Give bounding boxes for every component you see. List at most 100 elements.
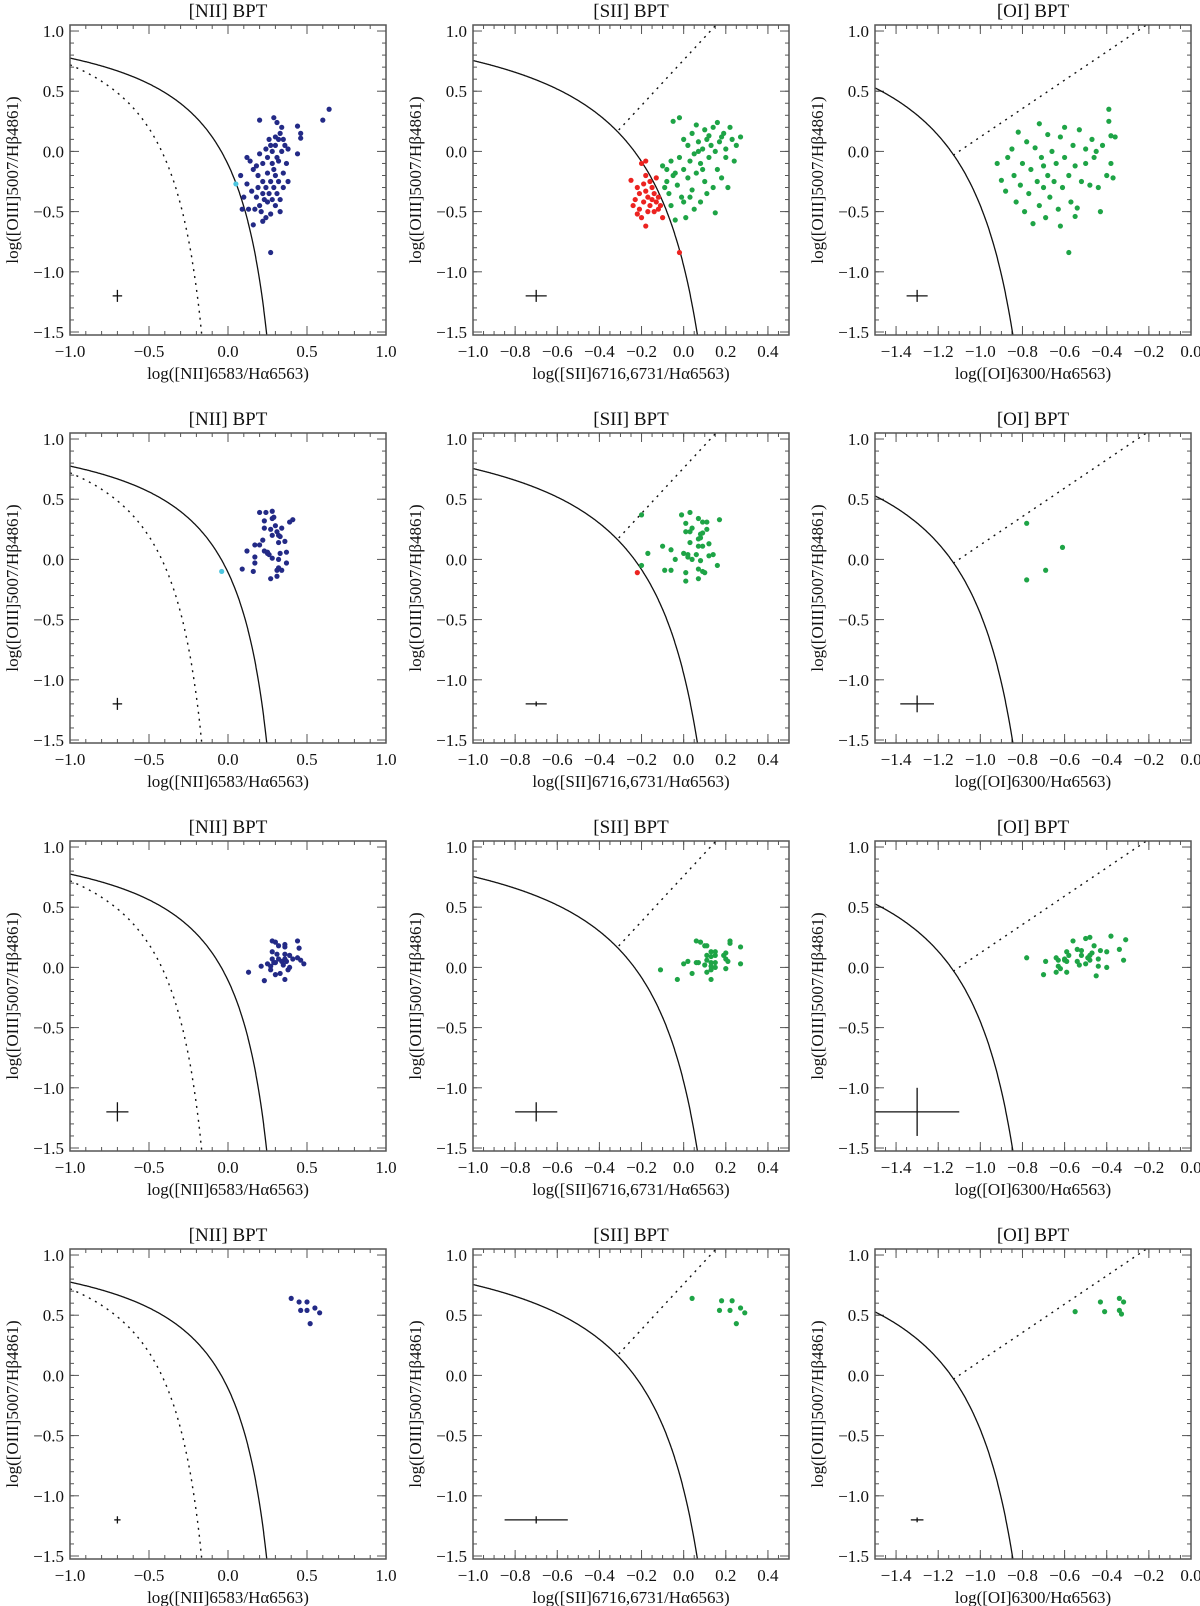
data-point	[252, 206, 258, 212]
y-tick-label: −1.0	[838, 1487, 869, 1506]
scatter-points	[245, 938, 307, 984]
data-point	[275, 556, 282, 563]
data-point	[250, 222, 256, 228]
scatter-points	[634, 509, 723, 584]
data-point	[714, 166, 720, 173]
data-point	[676, 249, 683, 256]
x-tick-label: 0.0	[673, 342, 694, 361]
x-tick-label: −0.5	[134, 1158, 165, 1177]
x-tick-label: −1.4	[881, 750, 912, 769]
maximum-starburst-curve	[875, 495, 1014, 743]
data-point	[683, 570, 689, 576]
x-tick-label: −1.0	[965, 1158, 996, 1177]
x-tick-label: −0.6	[1049, 1158, 1080, 1177]
data-point	[729, 1298, 735, 1304]
y-tick-label: −0.5	[33, 1019, 64, 1038]
data-point	[261, 978, 267, 984]
bpt-panel-nii: [NII] BPT log([NII]6583/Hα6563) log([OIII]…	[3, 817, 397, 1199]
data-point	[712, 949, 718, 955]
typical-error-bar	[875, 1087, 960, 1136]
plot-frame	[874, 840, 1192, 1152]
data-point	[683, 529, 689, 535]
data-point	[672, 217, 678, 223]
data-point	[678, 512, 685, 518]
x-tick-label: −0.2	[626, 750, 657, 769]
data-point	[697, 939, 704, 945]
demarcation-lines	[473, 433, 717, 743]
y-tick-label: 0.0	[43, 142, 64, 161]
data-point	[704, 190, 710, 197]
maximum-starburst-curve	[70, 1281, 268, 1559]
data-point	[269, 956, 275, 962]
plot-frame	[69, 432, 387, 744]
y-tick-label: −1.0	[33, 671, 64, 690]
data-point	[704, 519, 710, 525]
bpt-panel-sii: [SII] BPT log([SII]6716,6731/Hα6563) log([…	[406, 817, 790, 1199]
y-tick-label: 1.0	[43, 22, 64, 41]
seyfert-liner-line	[952, 841, 1148, 972]
panel-title: [SII] BPT	[593, 409, 669, 430]
x-axis-label: log([OI]6300/Hα6563)	[955, 1588, 1111, 1606]
data-point	[282, 142, 288, 148]
data-point	[312, 1305, 318, 1311]
y-tick-label: 0.0	[446, 142, 467, 161]
y-tick-label: 1.0	[848, 430, 869, 449]
data-point	[706, 541, 712, 547]
data-point	[275, 539, 282, 546]
y-axis-label: log([OIII]5007/Hβ4861)	[3, 912, 22, 1079]
y-axis-label: log([OIII]5007/Hβ4861)	[406, 96, 425, 263]
y-tick-label: −0.5	[33, 1427, 64, 1446]
data-point	[666, 190, 672, 197]
data-point	[290, 956, 296, 962]
data-point	[261, 525, 267, 531]
data-point	[695, 536, 702, 542]
data-point	[1040, 163, 1047, 169]
data-point	[244, 181, 250, 187]
y-tick-label: 0.0	[43, 958, 64, 977]
typical-error-bar	[504, 1516, 568, 1524]
bpt-panel-oi: [OI] BPT log([OI]6300/Hα6563) log([OIII]50…	[808, 817, 1200, 1199]
data-point	[1028, 166, 1034, 173]
data-point	[1024, 520, 1030, 526]
x-tick-label: −1.0	[458, 1158, 489, 1177]
data-point	[1108, 933, 1114, 939]
data-point	[264, 550, 271, 556]
panel-title: [OI] BPT	[997, 1, 1070, 22]
data-point	[716, 139, 723, 145]
data-point	[712, 952, 718, 958]
y-tick-label: 0.0	[446, 550, 467, 569]
data-point	[298, 1307, 304, 1313]
seyfert-liner-line	[952, 25, 1148, 156]
x-tick-label: −0.2	[1133, 342, 1164, 361]
data-point	[712, 148, 718, 155]
data-point	[257, 509, 263, 516]
data-point	[687, 529, 693, 535]
data-point	[697, 160, 704, 167]
x-axis-label: log([NII]6583/Hα6563)	[147, 1588, 309, 1606]
data-point	[288, 1295, 294, 1301]
data-point	[1062, 124, 1068, 130]
panel-title: [NII] BPT	[189, 1, 268, 22]
data-point	[260, 160, 266, 167]
data-point	[275, 943, 282, 949]
data-point	[700, 530, 706, 536]
data-point	[280, 136, 286, 142]
data-point	[693, 938, 699, 944]
typical-error-bar	[106, 1102, 129, 1122]
data-point	[708, 967, 714, 973]
data-point	[1104, 964, 1110, 971]
data-point	[723, 966, 729, 972]
data-point	[649, 184, 655, 191]
x-tick-label: −0.2	[626, 1566, 657, 1585]
data-point	[693, 551, 699, 558]
data-point	[272, 523, 278, 529]
data-point	[1059, 544, 1066, 550]
plot-frame	[472, 432, 790, 744]
data-point	[1015, 129, 1021, 135]
y-tick-label: 1.0	[848, 838, 869, 857]
y-tick-label: −1.0	[436, 263, 467, 282]
x-tick-label: −0.4	[584, 750, 615, 769]
data-point	[271, 115, 277, 121]
data-point	[274, 951, 280, 957]
demarcation-lines	[875, 433, 1148, 743]
